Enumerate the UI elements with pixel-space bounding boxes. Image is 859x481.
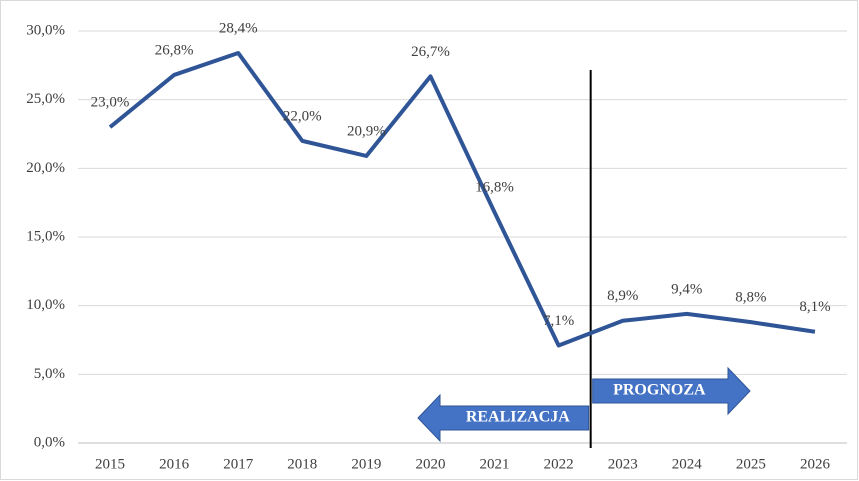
data-label: 23,0% [91, 95, 130, 111]
x-tick-label: 2016 [159, 456, 190, 472]
x-tick-label: 2022 [544, 456, 574, 472]
x-tick-label: 2021 [480, 456, 510, 472]
x-tick-label: 2015 [95, 456, 125, 472]
x-tick-label: 2025 [736, 456, 766, 472]
y-tick-label: 10,0% [26, 297, 65, 313]
y-tick-label: 30,0% [26, 22, 65, 38]
x-tick-label: 2026 [800, 456, 831, 472]
y-tick-label: 20,0% [26, 160, 65, 176]
data-label: 8,8% [735, 290, 766, 306]
data-label: 22,0% [283, 108, 322, 124]
x-tick-label: 2024 [672, 456, 703, 472]
arrow-realizacja [417, 393, 590, 443]
data-label: 8,1% [799, 299, 830, 315]
data-label: 9,4% [671, 281, 702, 297]
x-tick-label: 2020 [415, 456, 445, 472]
data-label: 8,9% [607, 288, 638, 304]
data-label: 20,9% [347, 123, 386, 139]
y-tick-label: 5,0% [34, 366, 65, 382]
data-label: 28,4% [219, 20, 258, 36]
arrow-prognoza [592, 366, 751, 416]
y-tick-label: 15,0% [26, 228, 65, 244]
data-label: 16,8% [475, 180, 514, 196]
data-label: 26,7% [411, 44, 450, 60]
annotation: PROGNOZA [613, 382, 706, 399]
x-tick-label: 2019 [351, 456, 381, 472]
data-label: 7,1% [543, 313, 574, 329]
y-tick-label: 0,0% [34, 434, 65, 450]
data-line [108, 50, 816, 348]
y-tick-label: 25,0% [26, 91, 65, 107]
x-tick-label: 2018 [287, 456, 317, 472]
x-tick-label: 2017 [223, 456, 254, 472]
annotation: REALIZACJA [466, 409, 570, 426]
data-label: 26,8% [155, 42, 194, 58]
x-tick-label: 2023 [608, 456, 638, 472]
